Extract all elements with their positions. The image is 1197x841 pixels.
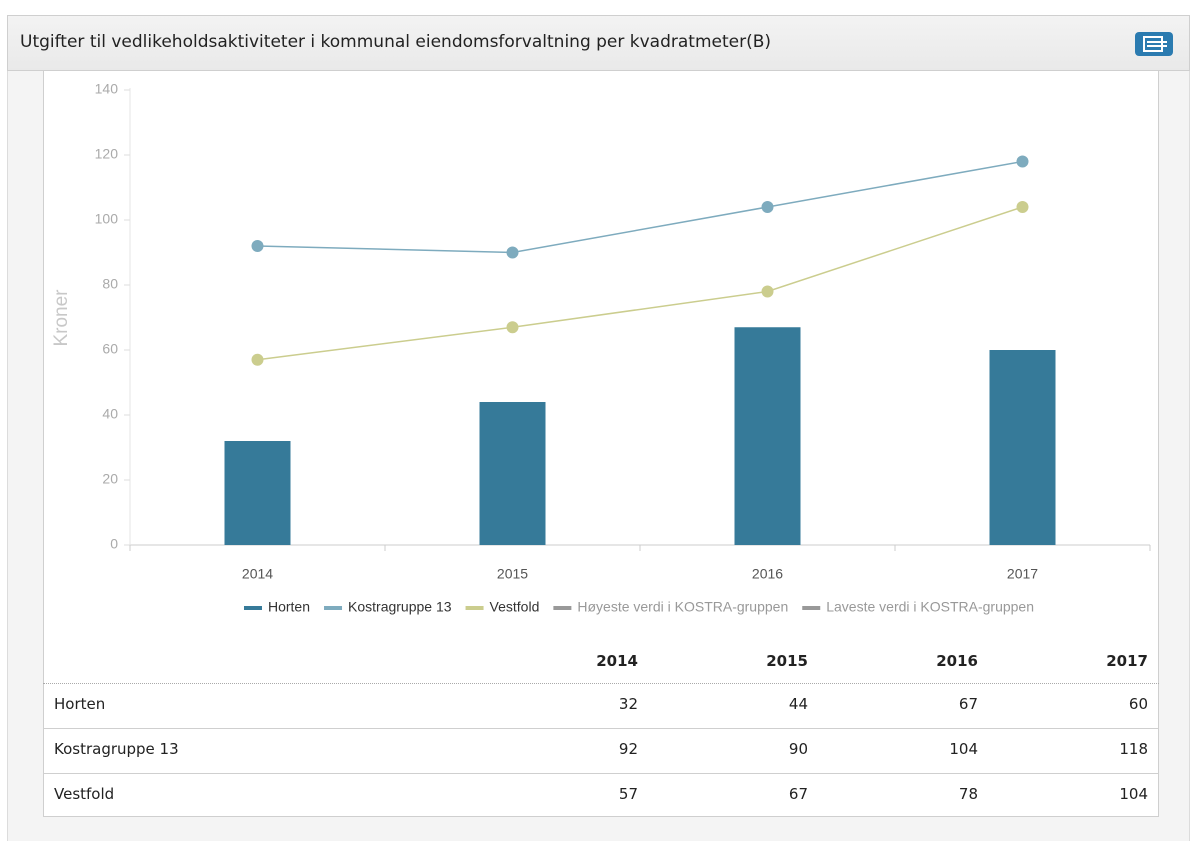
table-cell: 57: [618, 785, 638, 803]
y-axis-label: Kroner: [51, 289, 72, 347]
title: Utgifter til vedlikeholdsaktiviteter i k…: [20, 32, 772, 52]
table-cell: 90: [788, 740, 808, 758]
column-header: 2015: [766, 652, 808, 670]
x-tick-label: 2015: [497, 566, 528, 582]
table-cell: 44: [788, 695, 808, 713]
legend-label: Høyeste verdi i KOSTRA-gruppen: [577, 599, 788, 615]
table-cell: 32: [618, 695, 638, 713]
table-cell: 92: [618, 740, 638, 758]
legend-label: Laveste verdi i KOSTRA-gruppen: [826, 599, 1034, 615]
chart: Kroner 0 20 40 60 80 100 120 140 2014 2015 2016 201…: [51, 81, 1151, 615]
column-header: 2014: [596, 652, 638, 670]
table-cell: 104: [1119, 785, 1148, 803]
y-tick-label: 40: [102, 406, 118, 422]
table-cell: 60: [1128, 695, 1148, 713]
column-header: 2017: [1106, 652, 1148, 670]
bar: [989, 350, 1056, 545]
table-cell: 104: [949, 740, 978, 758]
table-cell: 67: [958, 695, 978, 713]
header-separator: [43, 683, 1159, 684]
y-tick-label: 80: [102, 276, 118, 292]
legend-label: Horten: [268, 599, 310, 615]
line: [257, 206, 1023, 361]
point: [506, 321, 519, 334]
line: [257, 160, 1023, 254]
point: [506, 246, 519, 259]
bar: [734, 327, 801, 545]
legend-label: Kostragruppe 13: [348, 599, 452, 615]
row-label: Horten: [54, 695, 106, 713]
legend-label: Vestfold: [490, 599, 540, 615]
point: [761, 201, 774, 213]
y-tick-label: 140: [95, 81, 119, 97]
export-icon: [1143, 36, 1167, 52]
x-tick-label: 2016: [752, 566, 783, 582]
table-cell: 118: [1119, 740, 1148, 758]
column-header: 2016: [936, 652, 978, 670]
x-tick-label: 2017: [1007, 566, 1038, 582]
table-cell: 78: [958, 785, 978, 803]
y-tick-label: 60: [102, 341, 118, 357]
point: [1016, 155, 1029, 168]
header: Utgifter til vedlikeholdsaktiviteter i k…: [7, 15, 1190, 71]
bar: [479, 402, 546, 545]
row-label: Kostragruppe 13: [54, 740, 179, 758]
row-label: Vestfold: [54, 785, 115, 803]
point: [761, 285, 774, 298]
export-button[interactable]: [1135, 32, 1173, 56]
point: [251, 353, 264, 366]
point: [251, 240, 264, 252]
legend: Horten Kostragruppe 13 Vestfold Høyeste ver…: [243, 599, 1034, 615]
y-tick-label: 20: [102, 471, 118, 487]
row-separator: [43, 728, 1159, 729]
bar: [224, 441, 291, 545]
table-cell: 67: [788, 785, 808, 803]
y-tick-label: 0: [110, 536, 118, 552]
y-tick-label: 100: [95, 211, 119, 227]
x-tick-label: 2014: [242, 566, 273, 582]
row-separator: [43, 773, 1159, 774]
y-tick-label: 120: [95, 146, 119, 162]
point: [1016, 201, 1029, 213]
